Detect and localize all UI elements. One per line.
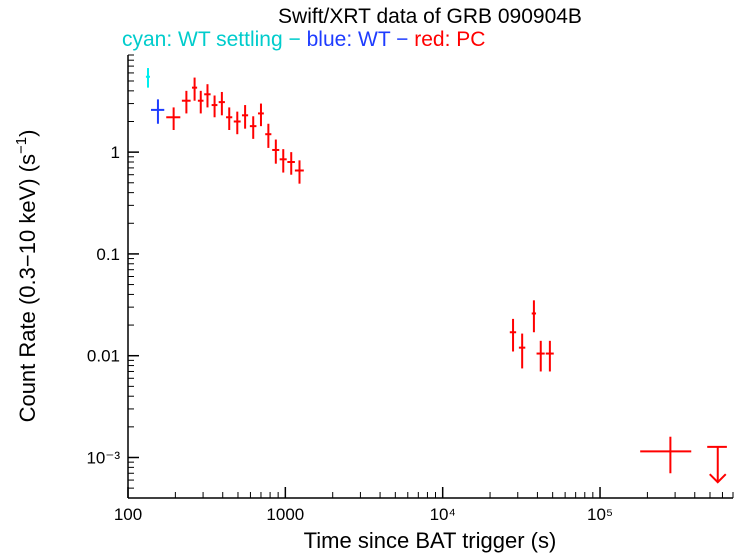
- plot-frame: [128, 55, 733, 498]
- x-axis-title: Time since BAT trigger (s): [304, 528, 557, 553]
- x-ticks: [128, 487, 733, 498]
- x-tick-label: 10⁵: [587, 505, 613, 524]
- y-ticks: [128, 55, 139, 498]
- x-tick-label: 1000: [266, 505, 304, 524]
- series-pc: [166, 78, 727, 483]
- series-wt: [151, 99, 164, 123]
- y-tick-label: 1: [111, 143, 120, 162]
- y-tick-label: 0.01: [87, 347, 120, 366]
- y-tick-labels: 10⁻³ 0.01 0.1 1: [86, 143, 120, 467]
- y-tick-label: 10⁻³: [86, 448, 120, 467]
- x-tick-label: 100: [114, 505, 142, 524]
- xrt-lightcurve-chart: Swift/XRT data of GRB 090904B cyan: WT s…: [0, 0, 746, 558]
- x-tick-labels: 100 1000 10⁴ 10⁵: [114, 505, 613, 524]
- y-axis-title: Count Rate (0.3−10 keV) (s−1): [13, 130, 40, 423]
- y-tick-label: 0.1: [96, 245, 120, 264]
- series-wt_settling: [146, 68, 150, 88]
- chart-title: Swift/XRT data of GRB 090904B: [278, 5, 582, 28]
- x-tick-label: 10⁴: [430, 505, 456, 524]
- data-series: [146, 68, 727, 482]
- chart-subtitle: cyan: WT settling − blue: WT − red: PC: [122, 28, 485, 51]
